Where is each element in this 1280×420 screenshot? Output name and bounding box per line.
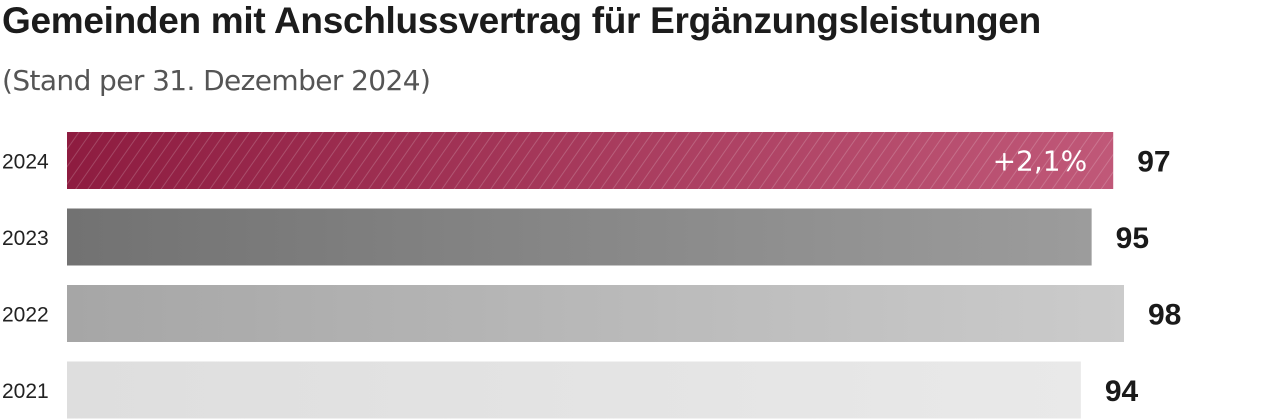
bar-hatch-2024 — [67, 132, 1114, 189]
chart-title: Gemeinden mit Anschlussvertrag für Ergän… — [2, 0, 1041, 41]
category-label-2023: 2023 — [2, 227, 49, 250]
bar-2022 — [67, 285, 1124, 342]
bar-2021 — [67, 361, 1081, 419]
category-label-2021: 2021 — [2, 380, 49, 403]
chart-subtitle: (Stand per 31. Dezember 2024) — [2, 64, 431, 97]
value-label-2024: 97 — [1137, 146, 1170, 179]
value-label-2021: 94 — [1105, 375, 1139, 408]
category-label-2022: 2022 — [2, 304, 49, 327]
bar-2023 — [67, 208, 1092, 266]
category-label-2024: 2024 — [2, 151, 49, 174]
value-label-2022: 98 — [1148, 299, 1181, 332]
value-label-2023: 95 — [1116, 222, 1149, 255]
change-annotation: +2,1% — [993, 145, 1088, 178]
